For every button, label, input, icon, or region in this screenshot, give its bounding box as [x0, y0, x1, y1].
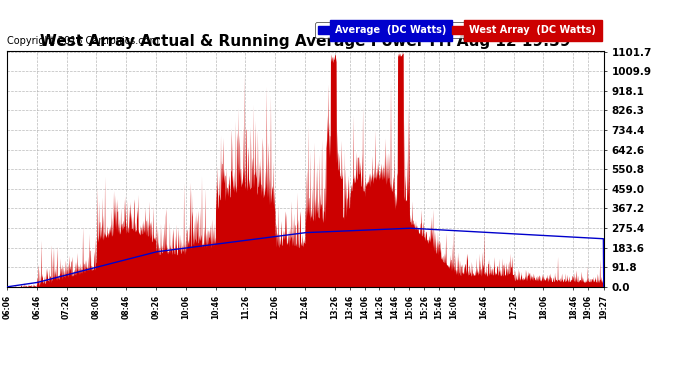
Text: Copyright 2016 Cartronics.com: Copyright 2016 Cartronics.com — [7, 36, 159, 46]
Title: West Array Actual & Running Average Power Fri Aug 12 19:39: West Array Actual & Running Average Powe… — [40, 34, 571, 50]
Legend: Average  (DC Watts), West Array  (DC Watts): Average (DC Watts), West Array (DC Watts… — [315, 22, 599, 38]
